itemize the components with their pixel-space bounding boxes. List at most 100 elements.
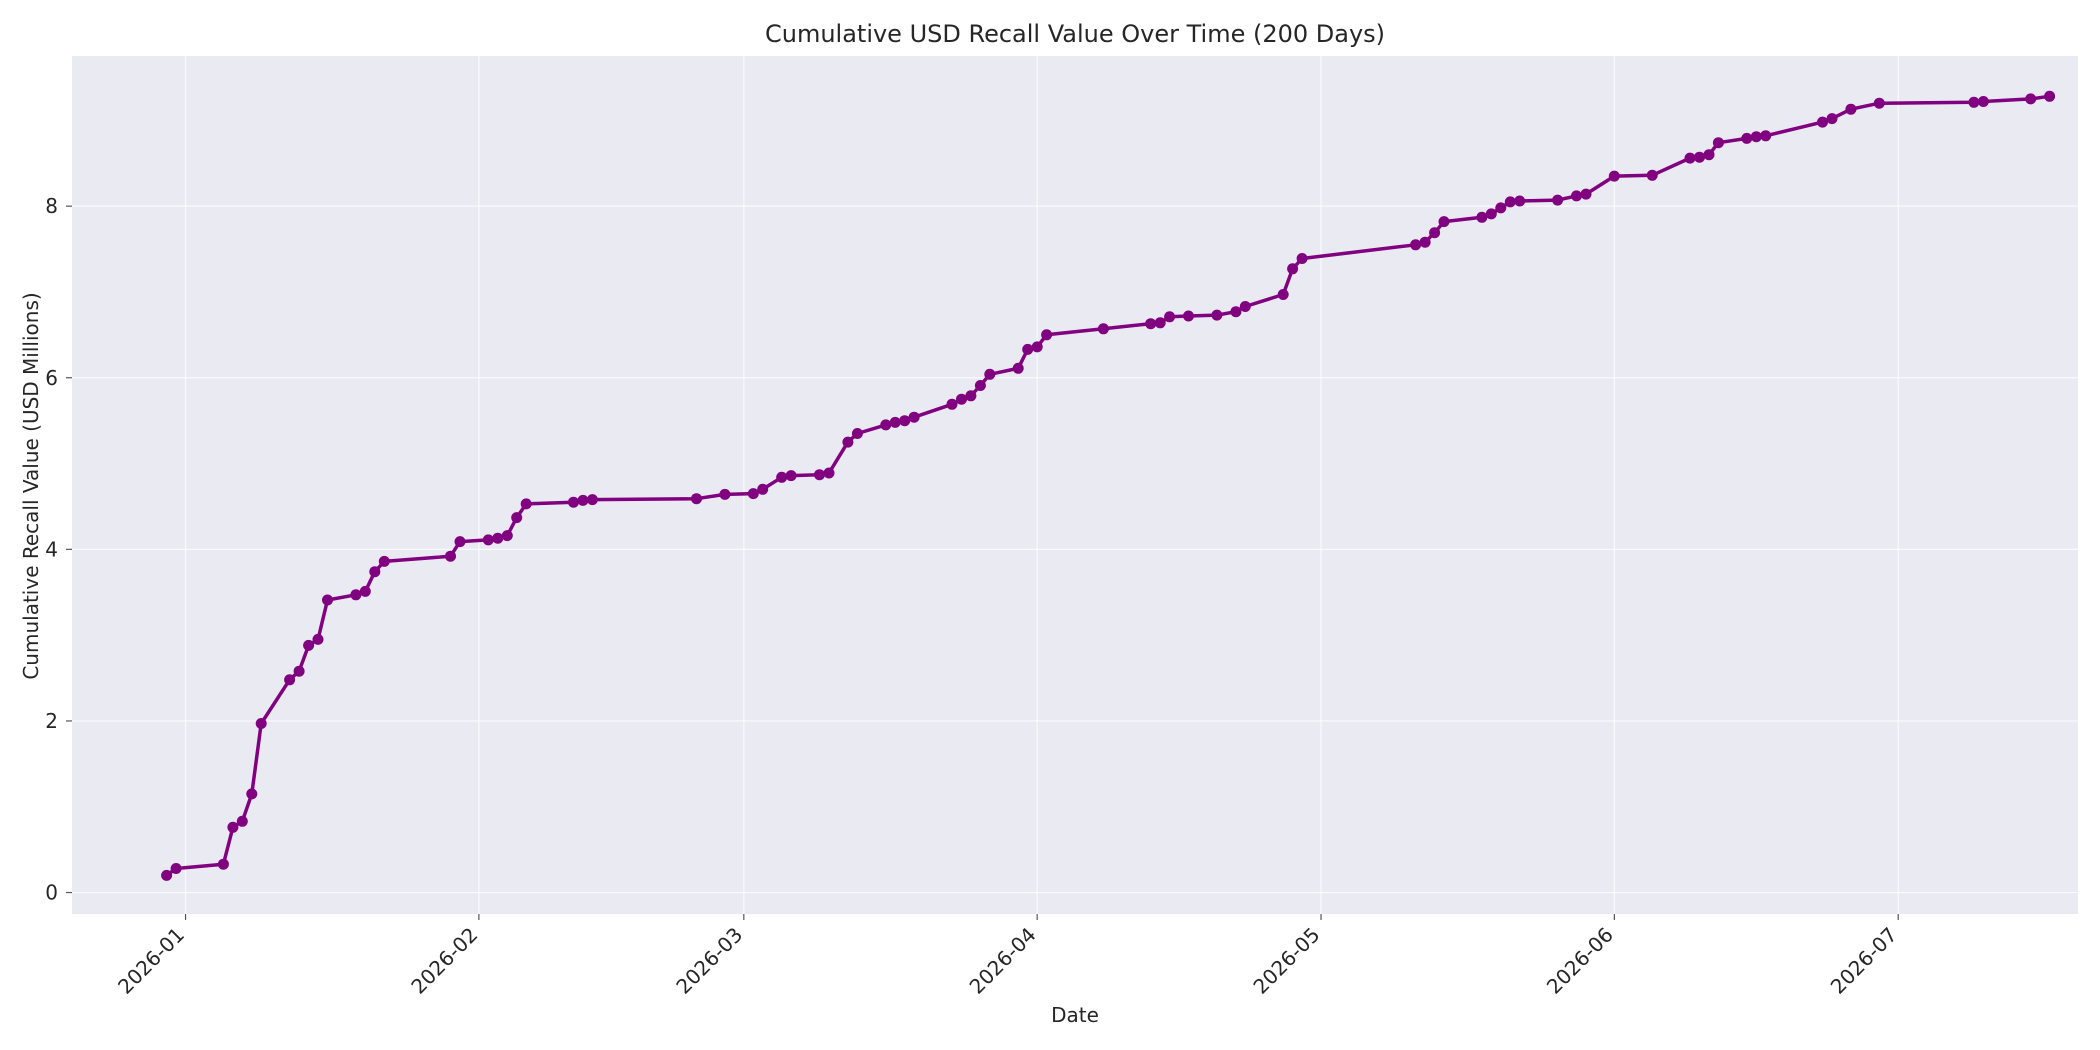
data-point xyxy=(691,493,702,505)
data-point xyxy=(284,674,296,686)
data-point xyxy=(312,633,324,645)
chart-title: Cumulative USD Recall Value Over Time (2… xyxy=(765,20,1385,48)
data-point xyxy=(757,483,769,495)
y-tick-label: 4 xyxy=(45,537,58,561)
data-point xyxy=(974,380,986,391)
data-point xyxy=(1845,103,1857,115)
data-point xyxy=(1495,202,1507,214)
x-tick-label: 2026-06 xyxy=(1542,923,1618,999)
x-tick-label: 2026-03 xyxy=(671,923,747,999)
data-point xyxy=(236,815,248,827)
data-point xyxy=(1504,196,1516,208)
data-point xyxy=(1703,149,1715,161)
grid-lines xyxy=(72,56,2078,914)
data-point xyxy=(303,639,315,651)
y-tick-label: 6 xyxy=(45,366,58,390)
data-point xyxy=(246,788,258,800)
series-layer xyxy=(161,90,2056,881)
data-point xyxy=(170,863,182,874)
data-point xyxy=(586,494,598,506)
data-point xyxy=(161,869,173,881)
data-point xyxy=(1022,343,1034,355)
data-point xyxy=(1580,188,1592,200)
data-point xyxy=(1741,132,1753,144)
data-point xyxy=(1826,113,1838,125)
data-point xyxy=(501,530,513,542)
data-point xyxy=(492,532,504,544)
data-point xyxy=(851,428,863,439)
data-point xyxy=(1760,130,1772,142)
data-point xyxy=(776,471,788,483)
data-point xyxy=(1817,116,1828,128)
data-point xyxy=(2044,90,2056,102)
data-point xyxy=(568,496,579,508)
data-point xyxy=(823,467,835,479)
data-point xyxy=(1646,169,1658,181)
data-point xyxy=(1145,318,1157,330)
data-point xyxy=(1968,96,1980,108)
data-point xyxy=(1183,310,1194,322)
data-point xyxy=(1410,239,1422,251)
x-tick-label: 2026-04 xyxy=(965,923,1041,999)
data-point xyxy=(1296,253,1308,264)
data-point xyxy=(1571,190,1582,202)
data-point xyxy=(984,368,996,380)
data-point xyxy=(454,536,466,548)
data-point xyxy=(322,594,333,606)
data-point xyxy=(1476,211,1488,223)
data-point xyxy=(1419,236,1431,248)
data-point xyxy=(1684,152,1696,164)
data-point xyxy=(1429,227,1441,239)
y-tick-label: 8 xyxy=(45,194,58,218)
data-point xyxy=(908,411,920,423)
data-point xyxy=(1608,170,1620,182)
data-point xyxy=(1552,194,1564,206)
data-point xyxy=(1031,341,1043,353)
data-point xyxy=(785,470,797,482)
data-point xyxy=(350,589,362,601)
data-point xyxy=(1154,317,1166,329)
data-point xyxy=(359,585,371,597)
y-tick-label: 2 xyxy=(45,709,58,733)
data-point xyxy=(965,390,977,402)
data-point xyxy=(378,555,390,567)
data-point xyxy=(1012,362,1024,374)
data-point xyxy=(1485,208,1497,220)
x-axis-label: Date xyxy=(1051,1003,1099,1027)
y-axis-label: Cumulative Recall Value (USD Millions) xyxy=(19,292,43,679)
x-tick-label: 2026-02 xyxy=(406,923,482,999)
data-point xyxy=(842,436,854,448)
data-point xyxy=(1694,151,1705,163)
data-point xyxy=(1712,137,1724,149)
data-point xyxy=(1438,216,1450,228)
data-point xyxy=(227,821,239,833)
data-point xyxy=(520,498,532,510)
data-point xyxy=(445,550,456,562)
x-tick-label: 2026-01 xyxy=(113,923,189,999)
data-point xyxy=(1873,97,1885,109)
data-point xyxy=(1164,311,1176,323)
data-point xyxy=(880,419,892,431)
data-point xyxy=(946,398,958,410)
data-point xyxy=(1239,301,1251,312)
x-tick-label: 2026-05 xyxy=(1248,923,1324,999)
data-point xyxy=(1750,131,1762,143)
data-point xyxy=(2025,93,2037,105)
data-point xyxy=(1211,309,1223,321)
y-axis: 0 2 4 6 8 xyxy=(45,194,72,905)
data-point xyxy=(293,665,305,677)
data-point xyxy=(956,393,967,405)
data-point xyxy=(482,534,494,546)
x-tick-label: 2026-07 xyxy=(1826,923,1902,999)
data-point xyxy=(1277,289,1289,300)
data-point xyxy=(1287,263,1299,275)
data-point xyxy=(1097,323,1109,335)
data-point xyxy=(899,415,911,427)
data-point xyxy=(814,469,825,481)
data-point xyxy=(511,512,523,524)
x-axis: 2026-01 2026-02 2026-03 2026-04 2026-05 2026-… xyxy=(113,914,1902,999)
data-point xyxy=(1230,306,1242,318)
data-point xyxy=(889,416,901,428)
data-point xyxy=(577,494,589,506)
